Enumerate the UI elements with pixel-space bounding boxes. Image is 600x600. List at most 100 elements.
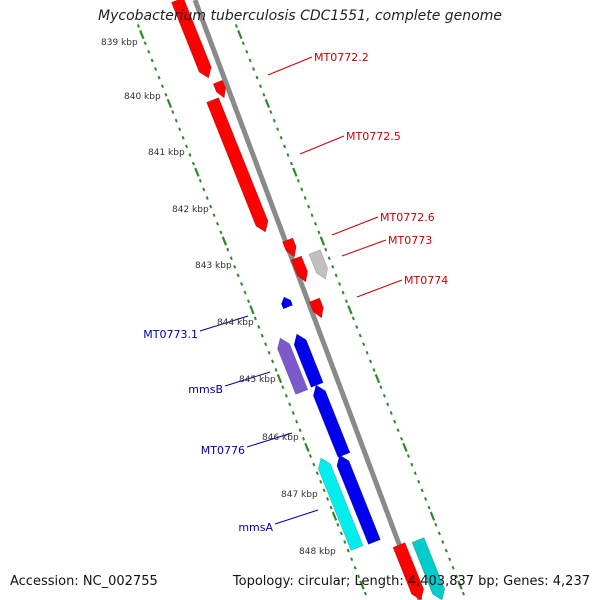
gene-arrow	[281, 296, 293, 310]
tick-mark	[234, 24, 238, 28]
tick-mark	[212, 213, 216, 218]
tick-mark	[457, 580, 463, 590]
tick-mark	[353, 565, 357, 570]
gene-label: MT0776	[201, 444, 245, 457]
tick-mark	[279, 135, 283, 140]
tick-mark	[313, 221, 318, 226]
tick-mark	[237, 30, 243, 40]
leader-line	[267, 56, 313, 76]
tick-mark	[437, 531, 441, 536]
tick-mark	[393, 419, 397, 424]
tick-mark	[319, 236, 326, 246]
tick-mark	[269, 110, 273, 114]
tick-mark	[178, 127, 182, 132]
tick-mark	[301, 436, 306, 441]
gene-arrow	[293, 333, 324, 388]
gene-arrow	[277, 337, 309, 395]
tick-mark	[191, 161, 195, 166]
tick-mark	[185, 144, 189, 149]
tick-mark	[271, 359, 275, 364]
tick-mark	[240, 282, 244, 286]
tick-mark	[303, 196, 307, 200]
tick-mark	[164, 92, 168, 97]
tick-mark	[315, 471, 319, 476]
map-title: Mycobacterium tuberculosis CDC1551, comp…	[98, 8, 502, 24]
gene-arrow	[308, 249, 328, 280]
tick-mark	[344, 299, 349, 304]
gene-label: MT0774	[404, 274, 448, 287]
kbp-label: 843 kbp	[195, 261, 232, 271]
tick-mark	[154, 67, 158, 71]
gene-arrow	[312, 384, 351, 458]
tick-mark	[312, 462, 316, 467]
tick-mark	[374, 374, 381, 384]
tick-mark	[229, 256, 233, 261]
gene-label: MT0773	[388, 234, 432, 247]
tick-mark	[160, 84, 165, 89]
tick-mark	[441, 540, 445, 544]
tick-mark	[331, 511, 338, 521]
tick-mark	[276, 374, 283, 384]
tick-mark	[324, 247, 328, 252]
gene-labels: MT0772.2 MT0772.5 MT0772.6 MT0773 MT0774 MT07…	[143, 51, 448, 534]
tick-mark	[429, 511, 436, 521]
tick-mark	[139, 30, 145, 40]
genome-backbone	[192, 0, 423, 600]
tick-mark	[336, 522, 340, 527]
tick-mark	[396, 428, 400, 433]
tick-mark	[272, 118, 276, 123]
tick-mark	[243, 290, 247, 295]
tick-mark	[264, 342, 268, 347]
tick-mark	[215, 221, 220, 226]
kbp-label: 844 kbp	[217, 318, 254, 328]
tick-mark	[329, 505, 333, 510]
tick-mark	[284, 393, 288, 398]
gene-label: mmsB	[188, 383, 223, 396]
tick-mark	[253, 316, 257, 321]
gene-arrow	[336, 454, 381, 545]
tick-mark	[226, 247, 230, 252]
tick-mark	[246, 299, 251, 304]
tick-mark	[461, 591, 465, 596]
tick-mark	[286, 153, 290, 157]
tick-mark	[319, 479, 323, 484]
tick-mark	[264, 98, 271, 108]
tick-mark	[166, 98, 173, 108]
tick-mark	[362, 342, 366, 347]
tick-mark	[317, 230, 321, 235]
tick-mark	[147, 49, 151, 54]
gene-arrow	[206, 97, 269, 233]
tick-mark	[291, 411, 295, 415]
tick-mark	[288, 402, 292, 407]
tick-mark	[382, 393, 386, 398]
tick-mark	[249, 305, 255, 315]
tick-mark	[188, 153, 192, 157]
tick-mark	[326, 497, 330, 501]
tick-mark	[339, 531, 343, 536]
tick-mark	[338, 282, 342, 286]
gene-arrow	[392, 542, 425, 600]
tick-mark	[245, 49, 249, 54]
gene-label: MT0772.2	[314, 51, 369, 64]
tick-row-right	[234, 24, 465, 596]
tick-mark	[150, 58, 154, 63]
tick-row-left	[136, 24, 367, 596]
tick-mark	[359, 580, 365, 590]
tick-mark	[255, 75, 259, 80]
tick-mark	[308, 454, 312, 458]
topology-text: Topology: circular; Length: 4,403,837 bp…	[232, 574, 590, 589]
tick-mark	[221, 236, 228, 246]
tick-mark	[386, 402, 390, 407]
tick-mark	[406, 454, 410, 458]
tick-mark	[358, 333, 362, 338]
kbp-label: 848 kbp	[299, 547, 336, 557]
tick-mark	[420, 488, 424, 493]
kbp-label: 842 kbp	[172, 205, 209, 215]
tick-mark	[292, 167, 298, 177]
tick-mark	[304, 442, 310, 452]
tick-mark	[351, 316, 355, 321]
tick-mark	[341, 290, 345, 295]
tick-mark	[369, 359, 373, 364]
tick-mark	[136, 24, 140, 28]
